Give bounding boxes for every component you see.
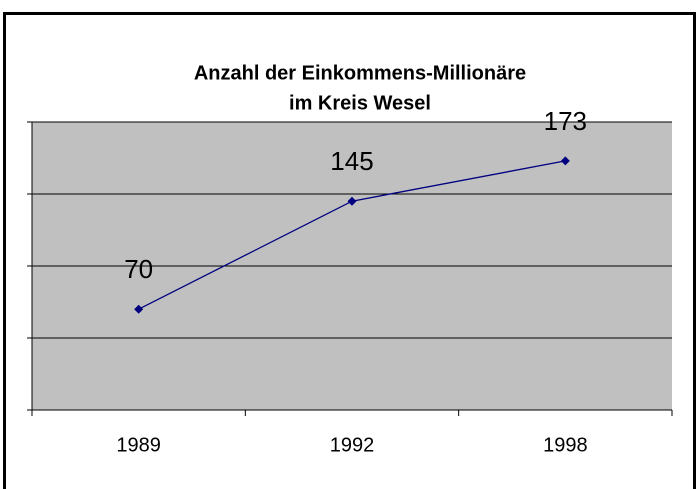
x-tick-label: 1989 <box>116 434 161 456</box>
data-point <box>134 304 144 314</box>
data-label: 145 <box>330 146 373 176</box>
x-tick-label: 1992 <box>330 434 375 456</box>
data-point <box>560 156 570 166</box>
x-tick-label: 1998 <box>543 434 588 456</box>
data-point <box>347 196 357 206</box>
chart-title: Anzahl der Einkommens-Millionäre <box>194 62 526 84</box>
data-label: 70 <box>124 254 153 284</box>
chart-title: im Kreis Wesel <box>289 92 431 114</box>
data-label: 173 <box>544 106 587 136</box>
